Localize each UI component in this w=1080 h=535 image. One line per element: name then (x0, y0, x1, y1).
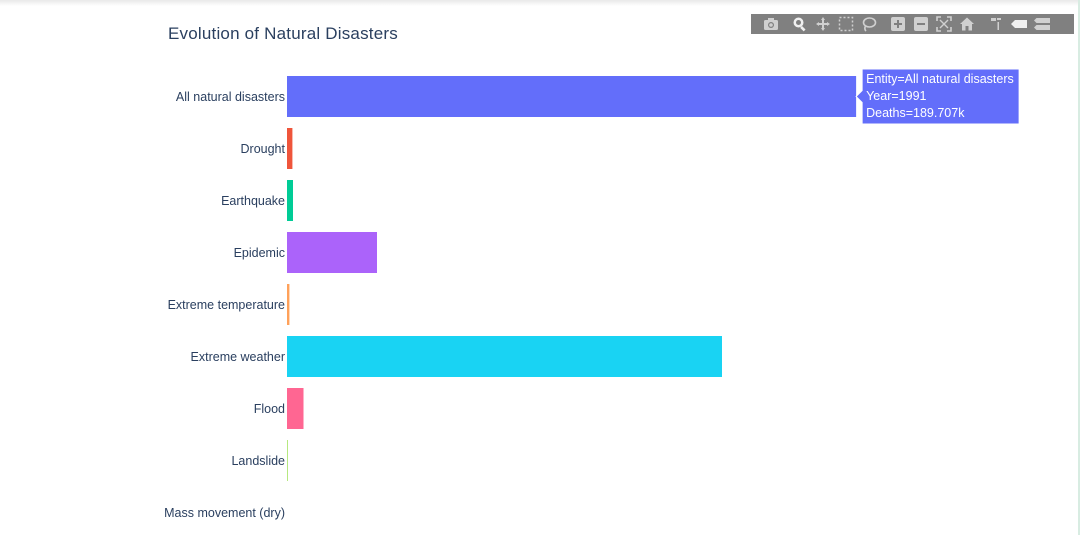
bar-flood[interactable] (287, 388, 304, 429)
y-tick-label: Mass movement (dry) (164, 506, 285, 520)
bar-extreme-temperature[interactable] (287, 284, 290, 325)
bar-all-natural-disasters[interactable] (287, 76, 857, 117)
bar-drought[interactable] (287, 128, 293, 169)
y-tick-label: Landslide (231, 454, 285, 468)
y-tick-label: Extreme temperature (168, 298, 285, 312)
y-tick-label: Earthquake (221, 194, 285, 208)
chart-title: Evolution of Natural Disasters (168, 24, 398, 43)
tooltip-line: Entity=All natural disasters (866, 72, 1014, 86)
y-tick-label: Drought (241, 142, 286, 156)
bar-landslide[interactable] (287, 440, 288, 481)
tooltip-box (855, 68, 1020, 125)
right-border (1078, 0, 1080, 535)
reset-axes-icon[interactable] (957, 15, 977, 33)
lasso-select-icon[interactable] (859, 15, 879, 33)
top-shadow (0, 0, 1080, 6)
bar-earthquake[interactable] (287, 180, 293, 221)
y-tick-label: Flood (254, 402, 285, 416)
autoscale-icon[interactable] (934, 15, 954, 33)
hover-closest-icon[interactable] (1009, 15, 1029, 33)
modebar (751, 14, 1074, 34)
y-tick-label: Epidemic (234, 246, 285, 260)
tooltip-line: Deaths=189.707k (866, 106, 965, 120)
y-tick-label: All natural disasters (176, 90, 285, 104)
spike-lines-icon[interactable] (986, 15, 1006, 33)
tooltip-line: Year=1991 (866, 89, 926, 103)
zoom-in-icon[interactable] (888, 15, 908, 33)
bar-extreme-weather[interactable] (287, 336, 722, 377)
hover-compare-icon[interactable] (1032, 15, 1052, 33)
bar-epidemic[interactable] (287, 232, 377, 273)
y-tick-label: Extreme weather (191, 350, 285, 364)
camera-icon[interactable] (761, 15, 781, 33)
pan-icon[interactable] (813, 15, 833, 33)
box-select-icon[interactable] (836, 15, 856, 33)
zoom-out-icon[interactable] (911, 15, 931, 33)
zoom-icon[interactable] (790, 15, 810, 33)
hover-tooltip: Entity=All natural disasters Year=1991 Dea… (855, 68, 1020, 125)
